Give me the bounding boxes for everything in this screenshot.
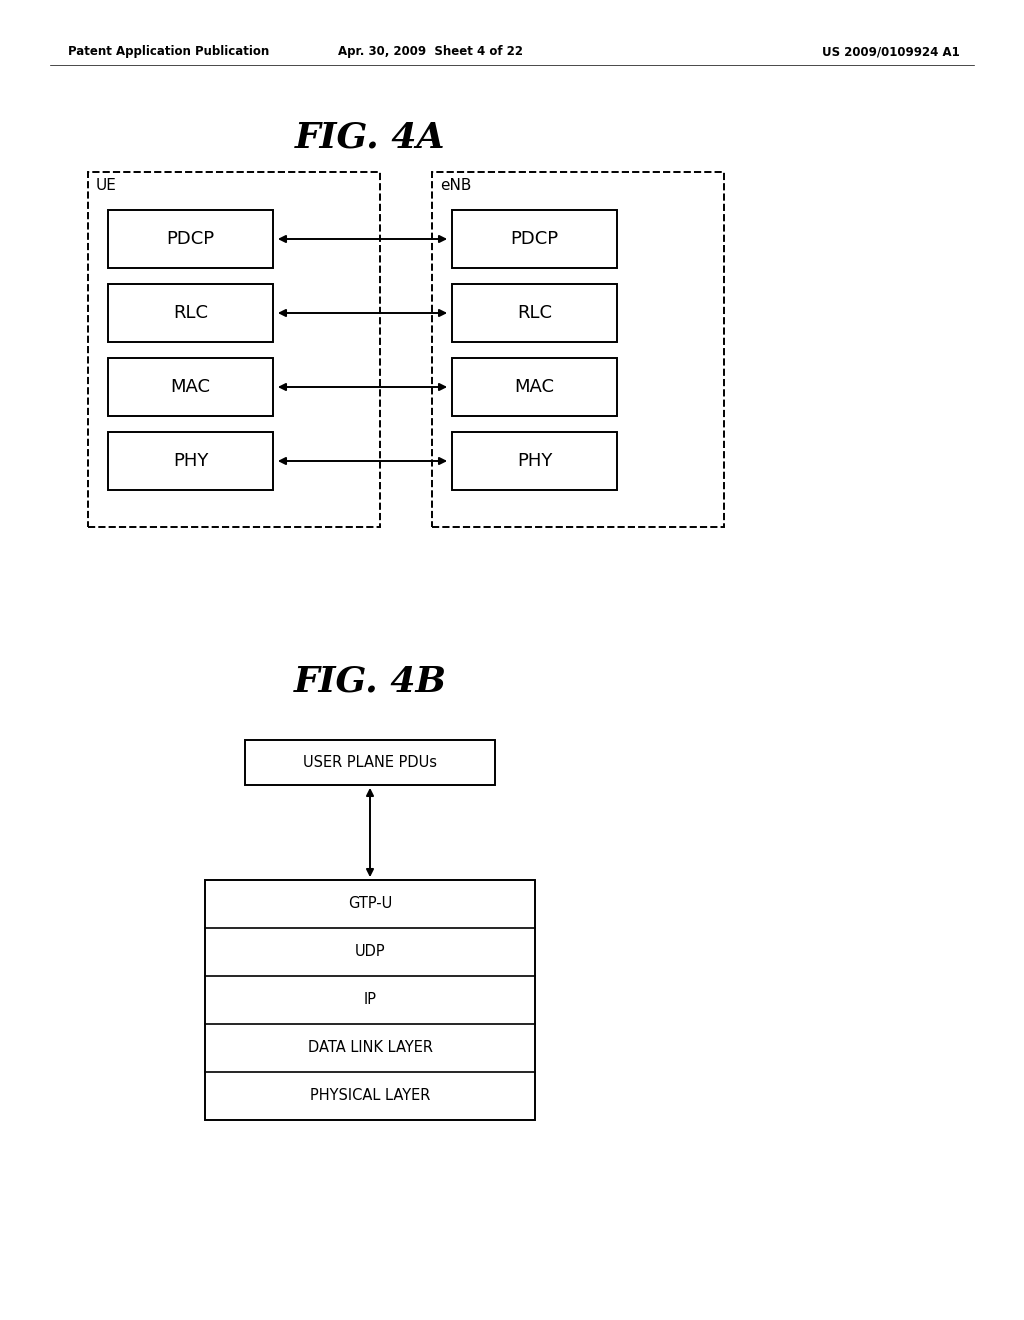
FancyBboxPatch shape	[108, 432, 273, 490]
Text: PHYSICAL LAYER: PHYSICAL LAYER	[310, 1089, 430, 1104]
FancyBboxPatch shape	[452, 210, 617, 268]
Text: MAC: MAC	[514, 378, 555, 396]
Text: UE: UE	[96, 178, 117, 193]
Text: IP: IP	[364, 993, 377, 1007]
FancyBboxPatch shape	[245, 741, 495, 785]
Text: eNB: eNB	[440, 178, 471, 193]
Text: PHY: PHY	[173, 451, 208, 470]
Text: PDCP: PDCP	[510, 230, 558, 248]
FancyBboxPatch shape	[452, 284, 617, 342]
FancyBboxPatch shape	[108, 284, 273, 342]
Text: US 2009/0109924 A1: US 2009/0109924 A1	[822, 45, 961, 58]
Text: RLC: RLC	[517, 304, 552, 322]
Text: PHY: PHY	[517, 451, 552, 470]
Text: FIG. 4B: FIG. 4B	[294, 665, 446, 700]
Text: FIG. 4A: FIG. 4A	[295, 120, 445, 154]
Text: PDCP: PDCP	[167, 230, 215, 248]
Text: Patent Application Publication: Patent Application Publication	[68, 45, 269, 58]
Text: RLC: RLC	[173, 304, 208, 322]
FancyBboxPatch shape	[452, 358, 617, 416]
Text: MAC: MAC	[171, 378, 211, 396]
FancyBboxPatch shape	[452, 432, 617, 490]
FancyBboxPatch shape	[205, 880, 535, 1119]
Text: GTP-U: GTP-U	[348, 896, 392, 912]
Text: UDP: UDP	[354, 945, 385, 960]
FancyBboxPatch shape	[108, 358, 273, 416]
Text: USER PLANE PDUs: USER PLANE PDUs	[303, 755, 437, 770]
Text: Apr. 30, 2009  Sheet 4 of 22: Apr. 30, 2009 Sheet 4 of 22	[338, 45, 522, 58]
Text: DATA LINK LAYER: DATA LINK LAYER	[307, 1040, 432, 1056]
FancyBboxPatch shape	[108, 210, 273, 268]
